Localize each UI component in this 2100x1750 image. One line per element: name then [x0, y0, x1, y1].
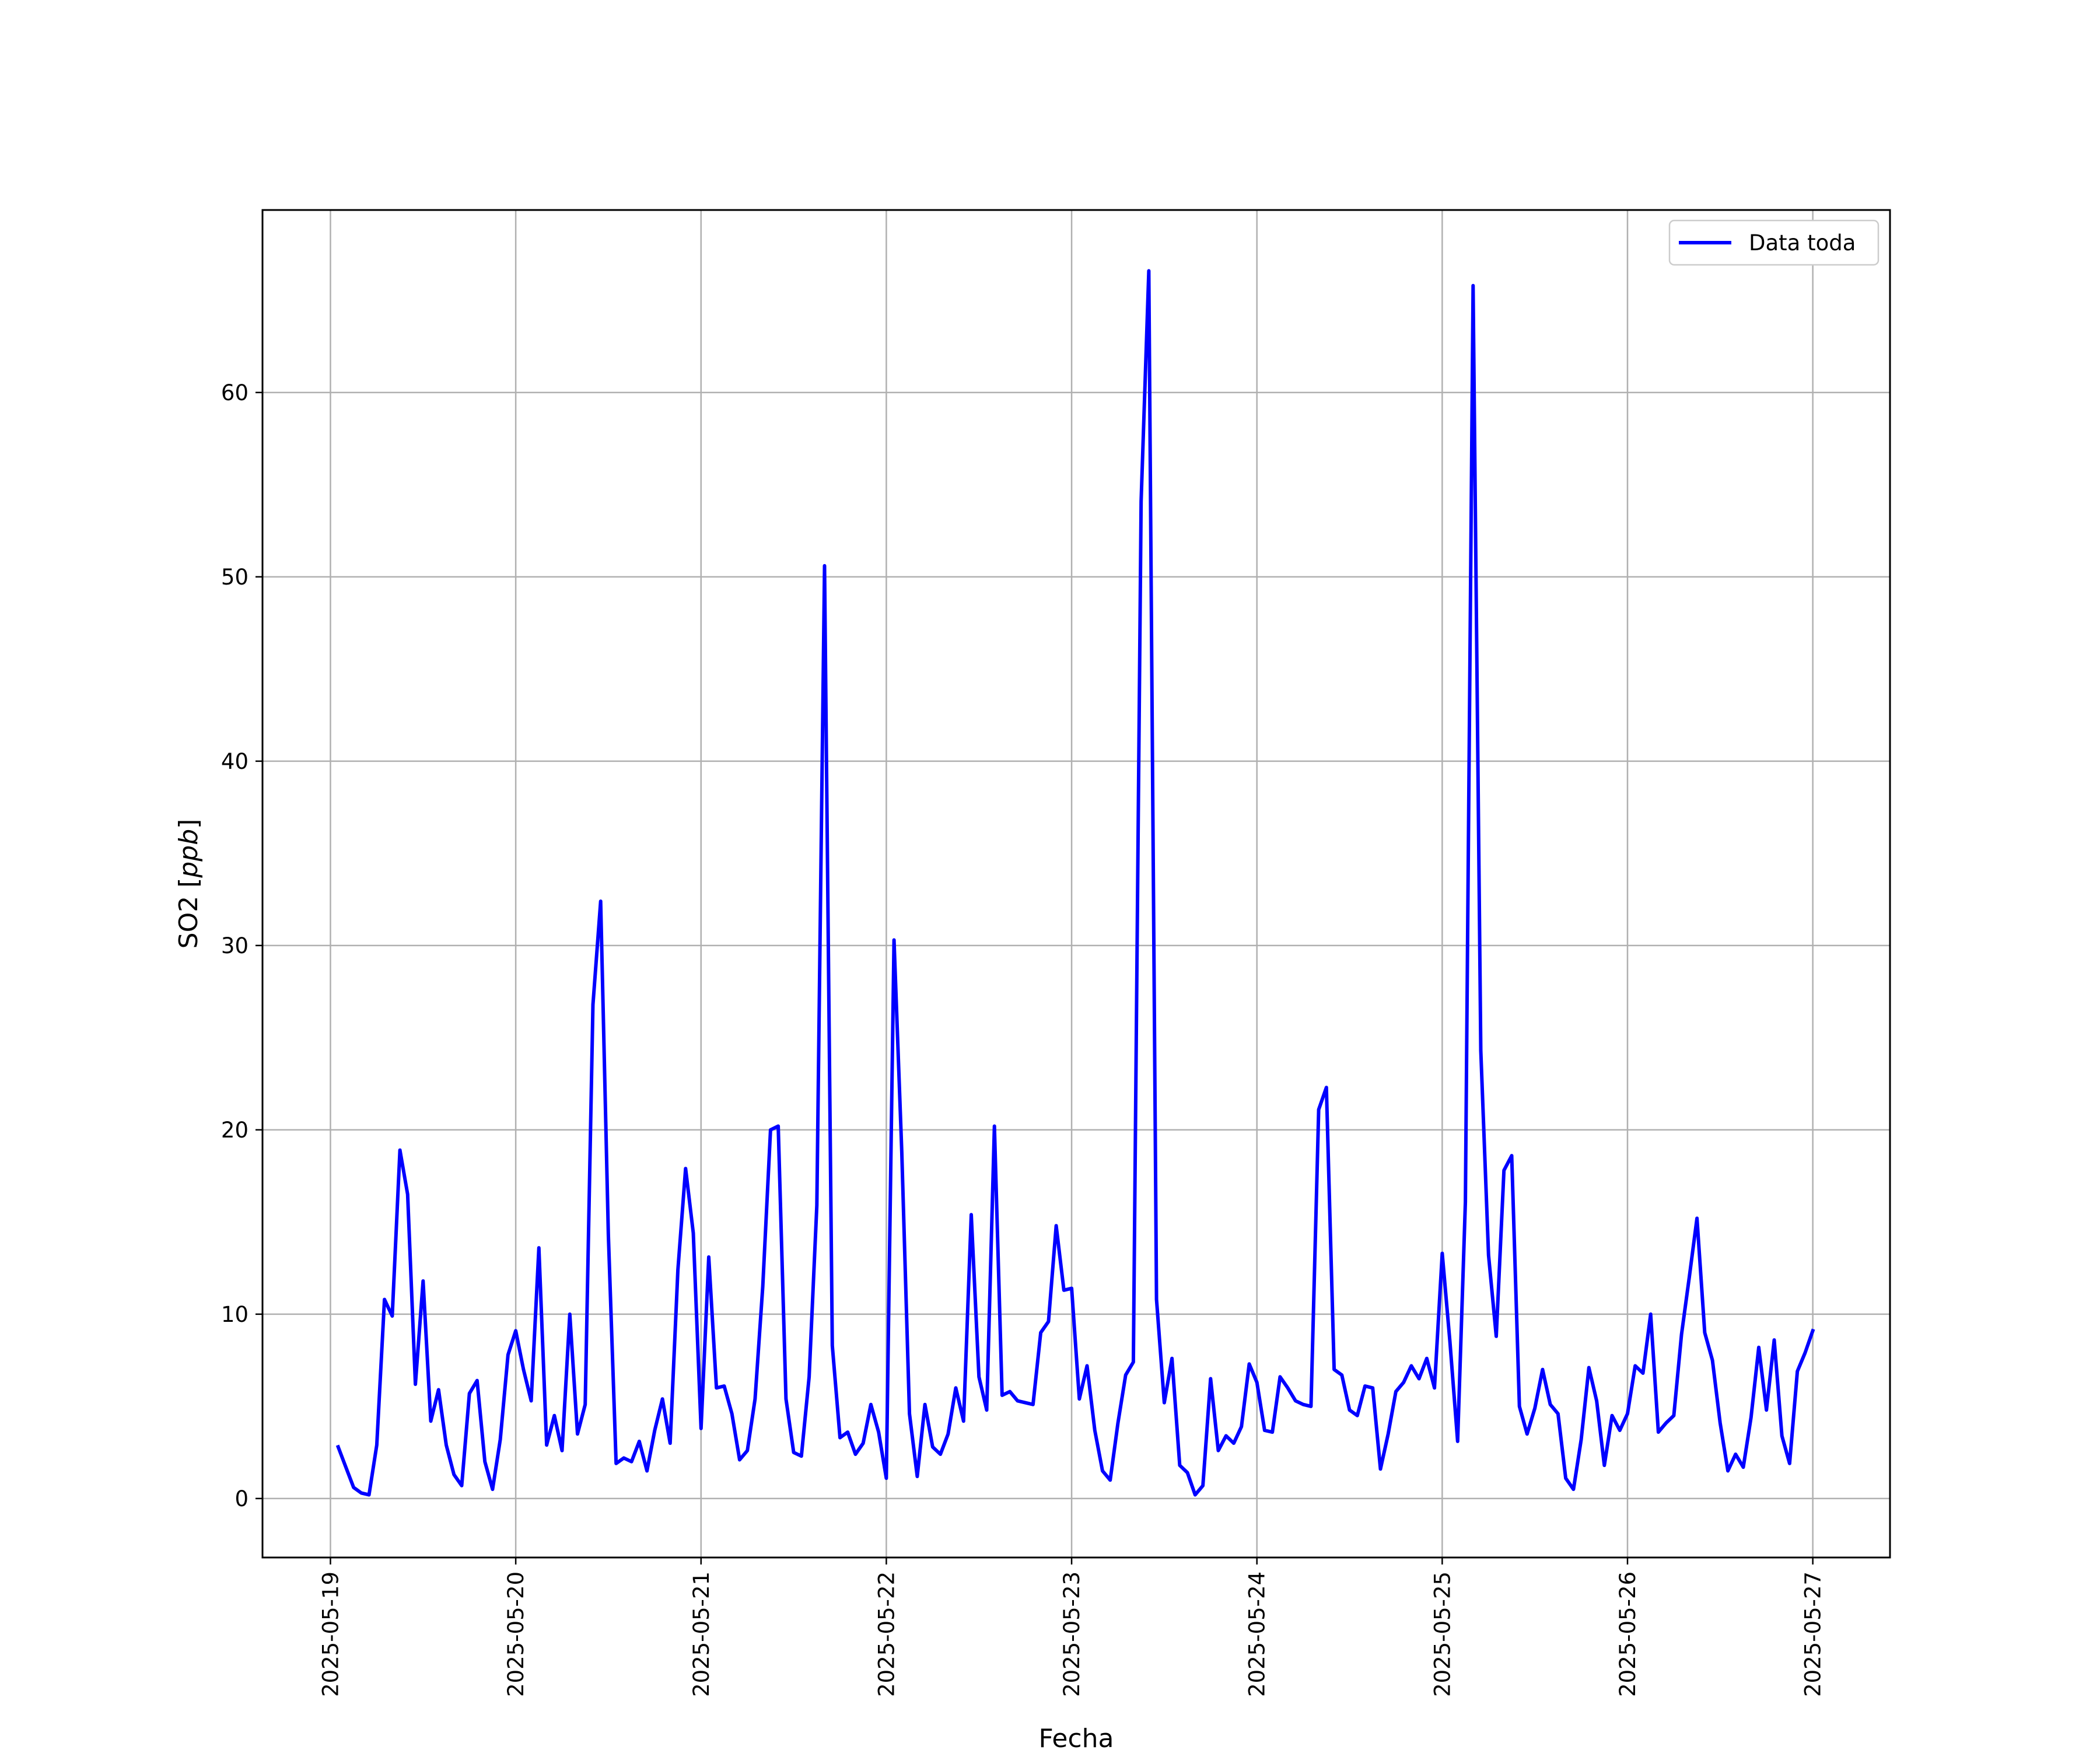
y-tick-label: 30 — [221, 933, 249, 958]
x-tick-label: 2025-05-25 — [1430, 1572, 1455, 1697]
x-tick-label: 2025-05-24 — [1245, 1572, 1270, 1697]
grid — [262, 210, 1890, 1558]
y-axis-label: SO2 [ppb] — [174, 819, 204, 949]
x-tick-label: 2025-05-23 — [1059, 1572, 1084, 1697]
y-tick-label: 20 — [221, 1118, 249, 1143]
plot-frame — [261, 209, 1891, 1559]
x-tick-label: 2025-05-27 — [1801, 1572, 1826, 1697]
x-axis-label: Fecha — [1038, 1724, 1114, 1750]
y-tick-label: 60 — [221, 380, 249, 405]
x-tick-label: 2025-05-26 — [1615, 1572, 1640, 1697]
x-axis: 2025-05-19 2025-05-20 2025-05-21 2025-05-22… — [318, 1558, 1826, 1697]
legend-box — [1668, 219, 1880, 266]
legend-label-data-toda: Data toda — [1749, 230, 1856, 256]
y-tick-label: 40 — [221, 749, 249, 774]
legend: Data toda — [1668, 219, 1880, 266]
x-tick-label: 2025-05-19 — [318, 1572, 343, 1697]
series-line-data-toda — [335, 269, 1815, 1497]
y-axis: 0 10 20 30 40 50 60 — [221, 380, 262, 1511]
x-tick-label: 2025-05-20 — [503, 1572, 528, 1697]
x-tick-label: 2025-05-22 — [874, 1572, 899, 1697]
y-tick-label: 10 — [221, 1302, 249, 1327]
y-tick-label: 50 — [221, 565, 249, 590]
series-layer — [335, 269, 1815, 1497]
y-tick-label: 0 — [235, 1486, 249, 1511]
x-tick-label: 2025-05-21 — [689, 1572, 714, 1697]
